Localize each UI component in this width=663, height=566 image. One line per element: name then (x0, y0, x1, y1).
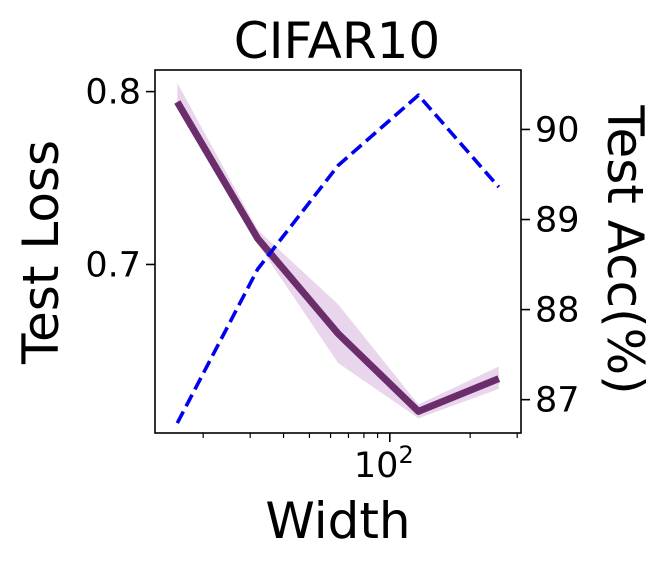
y-left-axis-title: Test Loss (12, 140, 70, 365)
y-right-tick-label: 90 (535, 110, 580, 150)
y-right-axis-ticks: 87 88 89 90 (521, 110, 580, 421)
y-left-tick-label: 0.7 (85, 245, 141, 285)
chart-title: CIFAR10 (234, 12, 440, 70)
y-right-tick-label: 87 (535, 381, 580, 421)
plot-area (174, 83, 501, 424)
series-1-band (177, 83, 499, 419)
x-tick-label: 102 (354, 441, 414, 486)
y-left-axis-ticks: 0.7 0.8 (85, 73, 155, 285)
y-right-axis-title: Test Acc(%) (596, 104, 654, 394)
x-axis-title: Width (265, 492, 410, 550)
y-right-tick-label: 88 (535, 291, 580, 331)
x-axis-ticks: 102 (202, 433, 518, 486)
y-right-tick-label: 89 (535, 201, 580, 241)
y-left-tick-label: 0.8 (85, 73, 141, 113)
series-1-line (174, 100, 501, 415)
series-2-line (175, 93, 501, 424)
plot-frame (154, 69, 522, 434)
